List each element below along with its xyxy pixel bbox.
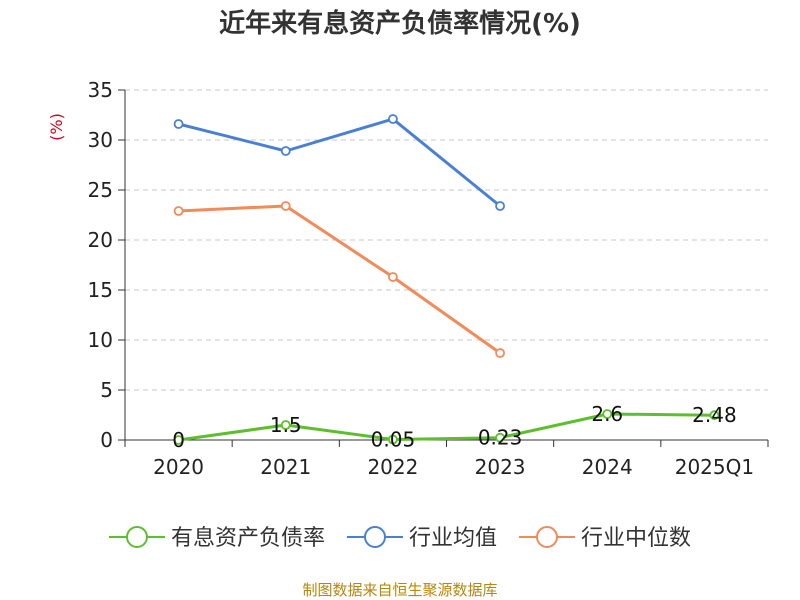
series-0-point[interactable] xyxy=(709,410,720,421)
y-axis-unit: (%) xyxy=(47,113,66,141)
x-tick-label: 2025Q1 xyxy=(675,455,754,479)
y-tick-label: 30 xyxy=(88,128,113,152)
legend-item-2-marker xyxy=(536,526,558,548)
data-label: 2.48 xyxy=(692,403,737,427)
series-2-point[interactable] xyxy=(280,201,291,211)
axes xyxy=(118,89,769,447)
x-tick-label: 2023 xyxy=(475,455,526,479)
series-1-point[interactable] xyxy=(495,201,505,211)
y-tick-label: 25 xyxy=(88,178,113,202)
series-2-point[interactable] xyxy=(173,206,184,216)
series-2-point[interactable] xyxy=(495,348,505,358)
series-0-point[interactable] xyxy=(173,435,184,445)
x-tick-label: 2020 xyxy=(153,455,204,479)
series-1-line xyxy=(178,117,502,208)
series-2-line xyxy=(178,204,501,355)
series-0-point[interactable] xyxy=(280,420,291,430)
chart-title: 近年来有息资产负债率情况(%) xyxy=(219,8,581,39)
x-tick-label: 2024 xyxy=(582,455,633,479)
y-tick-label: 15 xyxy=(88,278,113,302)
y-tick-label: 5 xyxy=(100,378,113,402)
legend-item-0-marker xyxy=(126,526,148,548)
series-0-point[interactable] xyxy=(388,434,398,445)
y-tick-labels: 0 5 10 15 20 25 30 35 xyxy=(88,78,113,452)
series-0-line xyxy=(178,412,715,442)
y-tick-label: 10 xyxy=(88,328,113,352)
legend-item-0-label[interactable]: 有息资产负债率 xyxy=(171,526,325,551)
y-tick-label: 20 xyxy=(88,228,113,252)
data-label: 0 xyxy=(172,428,185,452)
series-1-point[interactable] xyxy=(173,119,184,129)
data-label: 0.05 xyxy=(371,428,416,452)
grid-lines xyxy=(125,89,768,391)
legend: 有息资产负债率 行业均值 行业中位数 xyxy=(109,526,691,551)
x-tick-label: 2021 xyxy=(260,455,311,479)
legend-item-2-label[interactable]: 行业中位数 xyxy=(581,526,691,551)
x-tick-labels: 2020 2021 2022 2023 2024 2025Q1 xyxy=(153,455,754,479)
source-note: 制图数据来自恒生聚源数据库 xyxy=(302,581,497,599)
series-1-point[interactable] xyxy=(388,114,398,124)
series-1-point[interactable] xyxy=(280,146,291,156)
series-0-point[interactable] xyxy=(602,409,613,419)
y-tick-label: 35 xyxy=(88,78,113,102)
series-2-point[interactable] xyxy=(388,272,398,282)
data-label: 0.23 xyxy=(478,426,523,450)
series-layer xyxy=(173,114,720,445)
legend-item-1-marker xyxy=(364,526,386,548)
x-tick-label: 2022 xyxy=(367,455,418,479)
y-tick-label: 0 xyxy=(100,428,113,452)
data-labels: 0 1.5 0.05 0.23 2.6 2.48 xyxy=(172,402,736,452)
data-label: 2.6 xyxy=(591,402,623,426)
data-label: 1.5 xyxy=(270,413,302,437)
legend-item-1-label[interactable]: 行业均值 xyxy=(409,526,497,551)
series-0-point[interactable] xyxy=(495,432,505,443)
